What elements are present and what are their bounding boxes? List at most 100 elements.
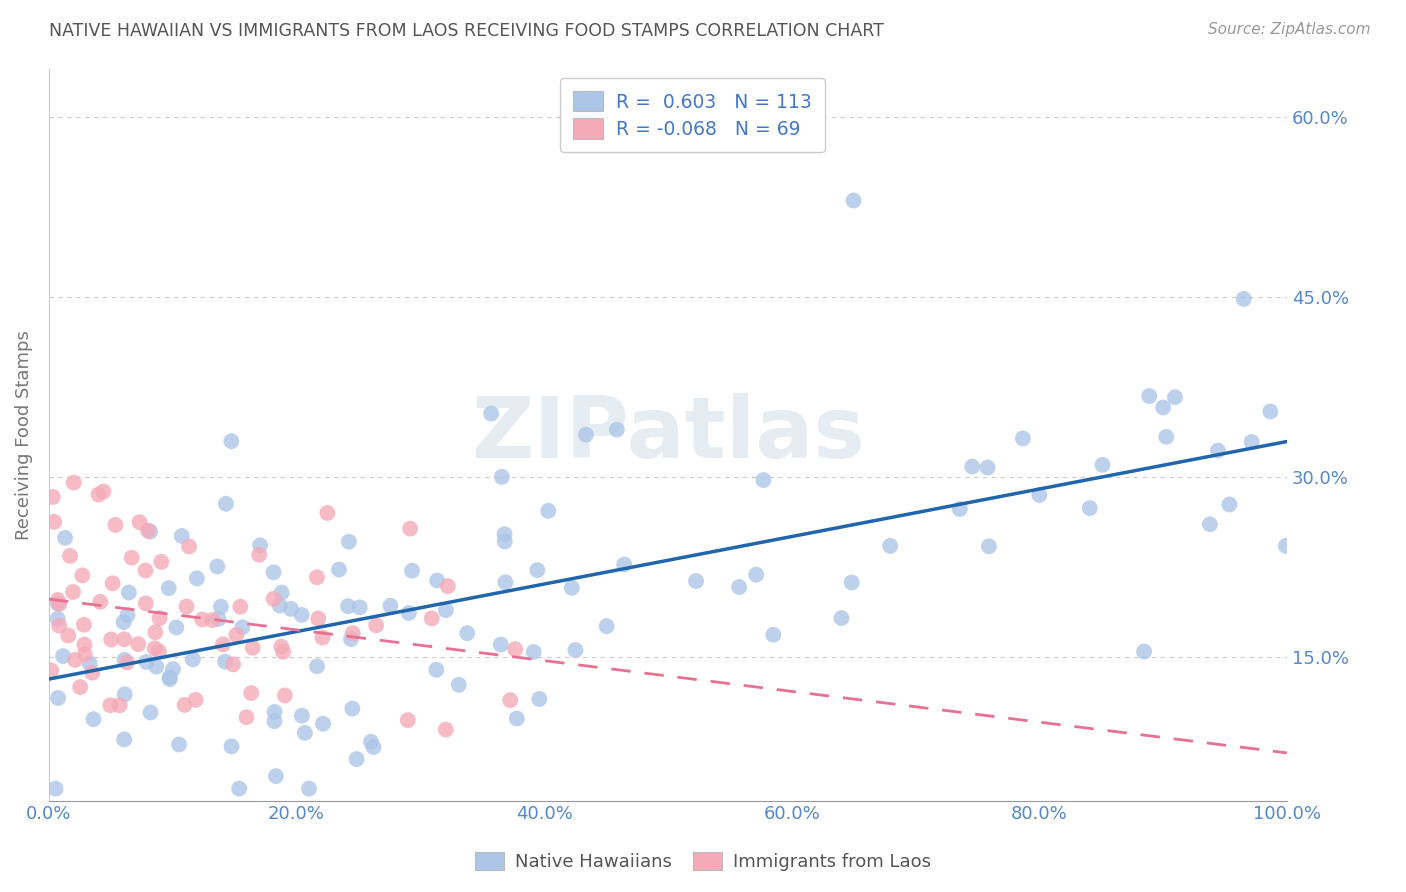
Point <box>167 738 190 752</box>
Point <box>762 628 785 642</box>
Point <box>112 615 135 629</box>
Point <box>366 618 388 632</box>
Point <box>215 497 238 511</box>
Point <box>1275 539 1298 553</box>
Point <box>128 515 150 529</box>
Point <box>342 701 364 715</box>
Point <box>46 597 69 611</box>
Point <box>39 664 62 678</box>
Point <box>62 585 84 599</box>
Point <box>145 659 167 673</box>
Point <box>221 434 243 449</box>
Point <box>247 548 270 562</box>
Point <box>114 687 136 701</box>
Point <box>263 591 285 606</box>
Point <box>363 740 385 755</box>
Point <box>494 534 516 549</box>
Point <box>1218 498 1240 512</box>
Point <box>752 473 775 487</box>
Point <box>240 686 263 700</box>
Point <box>249 538 271 552</box>
Point <box>1028 488 1050 502</box>
Point <box>434 603 457 617</box>
Point <box>1137 389 1160 403</box>
Point <box>841 575 863 590</box>
Point <box>42 515 65 529</box>
Point <box>312 716 335 731</box>
Point <box>222 657 245 672</box>
Point <box>82 665 104 680</box>
Point <box>104 517 127 532</box>
Point <box>1133 644 1156 658</box>
Point <box>426 574 449 588</box>
Point <box>436 579 458 593</box>
Point <box>1091 458 1114 472</box>
Legend: Native Hawaiians, Immigrants from Laos: Native Hawaiians, Immigrants from Laos <box>468 845 938 879</box>
Point <box>976 460 998 475</box>
Point <box>93 484 115 499</box>
Point <box>159 672 181 686</box>
Point <box>150 555 173 569</box>
Point <box>173 698 195 712</box>
Point <box>564 643 586 657</box>
Point <box>529 692 551 706</box>
Point <box>291 708 314 723</box>
Point <box>98 698 121 713</box>
Point <box>879 539 901 553</box>
Point <box>499 693 522 707</box>
Point <box>225 628 247 642</box>
Point <box>52 649 75 664</box>
Point <box>58 628 80 642</box>
Point <box>1199 517 1222 532</box>
Point <box>207 612 229 626</box>
Point <box>112 732 135 747</box>
Point <box>242 640 264 655</box>
Point <box>62 475 84 490</box>
Point <box>135 655 157 669</box>
Point <box>274 689 297 703</box>
Point <box>494 527 516 541</box>
Point <box>214 655 236 669</box>
Point <box>139 524 162 539</box>
Point <box>1164 390 1187 404</box>
Point <box>59 549 82 563</box>
Point <box>201 613 224 627</box>
Point <box>73 617 96 632</box>
Point <box>100 632 122 647</box>
Point <box>121 550 143 565</box>
Point <box>44 781 66 796</box>
Point <box>346 752 368 766</box>
Point <box>1233 292 1256 306</box>
Point <box>434 723 457 737</box>
Point <box>1260 404 1282 418</box>
Point <box>115 656 138 670</box>
Point <box>349 600 371 615</box>
Point <box>503 642 526 657</box>
Point <box>191 613 214 627</box>
Point <box>157 581 180 595</box>
Point <box>108 698 131 713</box>
Point <box>148 644 170 658</box>
Point <box>139 706 162 720</box>
Point <box>1152 401 1174 415</box>
Point <box>83 712 105 726</box>
Point <box>73 638 96 652</box>
Point <box>420 611 443 625</box>
Point <box>380 599 402 613</box>
Text: ZIPatlas: ZIPatlas <box>471 393 865 476</box>
Point <box>561 581 583 595</box>
Point <box>134 564 156 578</box>
Point <box>526 563 548 577</box>
Point <box>595 619 617 633</box>
Point <box>165 620 187 634</box>
Point <box>425 663 447 677</box>
Point <box>270 585 292 599</box>
Point <box>337 599 360 614</box>
Point <box>328 563 350 577</box>
Point <box>1240 435 1263 450</box>
Point <box>42 490 65 504</box>
Point <box>949 502 972 516</box>
Point <box>46 690 69 705</box>
Point <box>523 645 546 659</box>
Legend: R =  0.603   N = 113, R = -0.068   N = 69: R = 0.603 N = 113, R = -0.068 N = 69 <box>560 78 825 152</box>
